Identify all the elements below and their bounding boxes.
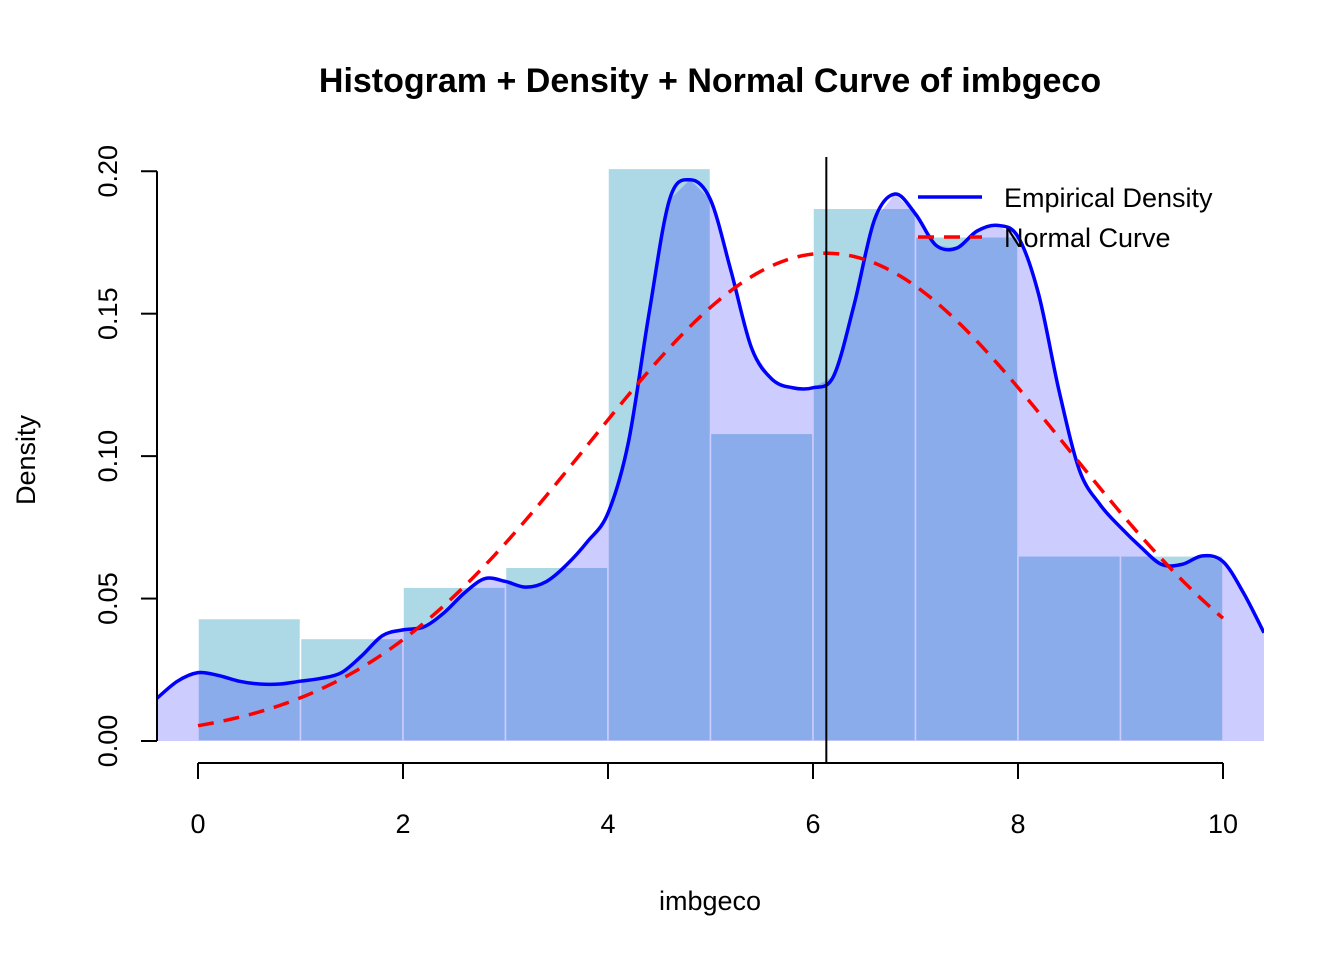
y-tick-label: 0.05 — [93, 572, 123, 625]
x-tick-label: 0 — [190, 809, 205, 839]
x-tick-label: 6 — [805, 809, 820, 839]
y-tick-label: 0.20 — [93, 145, 123, 198]
y-tick-label: 0.00 — [93, 715, 123, 768]
histogram-bar — [812, 207, 917, 741]
histogram-bar — [402, 586, 507, 741]
x-axis-label: imbgeco — [659, 886, 761, 916]
y-axis-label: Density — [11, 414, 41, 505]
y-tick-label: 0.15 — [93, 287, 123, 340]
histogram-bar — [504, 566, 609, 741]
legend: Empirical Density Normal Curve — [918, 183, 1213, 253]
axes: 0.00 0.05 0.10 0.15 0.20 0 2 4 6 8 10 — [93, 145, 1238, 839]
x-tick-label: 8 — [1010, 809, 1025, 839]
chart-title: Histogram + Density + Normal Curve of im… — [319, 62, 1101, 100]
legend-label: Empirical Density — [1004, 183, 1213, 213]
empirical-density-line — [157, 177, 1264, 700]
x-tick-label: 4 — [600, 809, 615, 839]
x-tick-label: 2 — [395, 809, 410, 839]
plot-area — [157, 167, 1264, 741]
density-fill — [157, 179, 1264, 741]
histogram-bar — [197, 617, 302, 741]
histogram-bar — [1017, 555, 1122, 741]
legend-label: Normal Curve — [1004, 223, 1171, 253]
histogram-bar — [299, 637, 404, 741]
histogram-bar — [914, 236, 1019, 741]
histogram-bar — [1119, 555, 1224, 741]
normal-curve-line — [197, 251, 1225, 728]
x-tick-label: 10 — [1208, 809, 1238, 839]
y-tick-label: 0.10 — [93, 430, 123, 483]
